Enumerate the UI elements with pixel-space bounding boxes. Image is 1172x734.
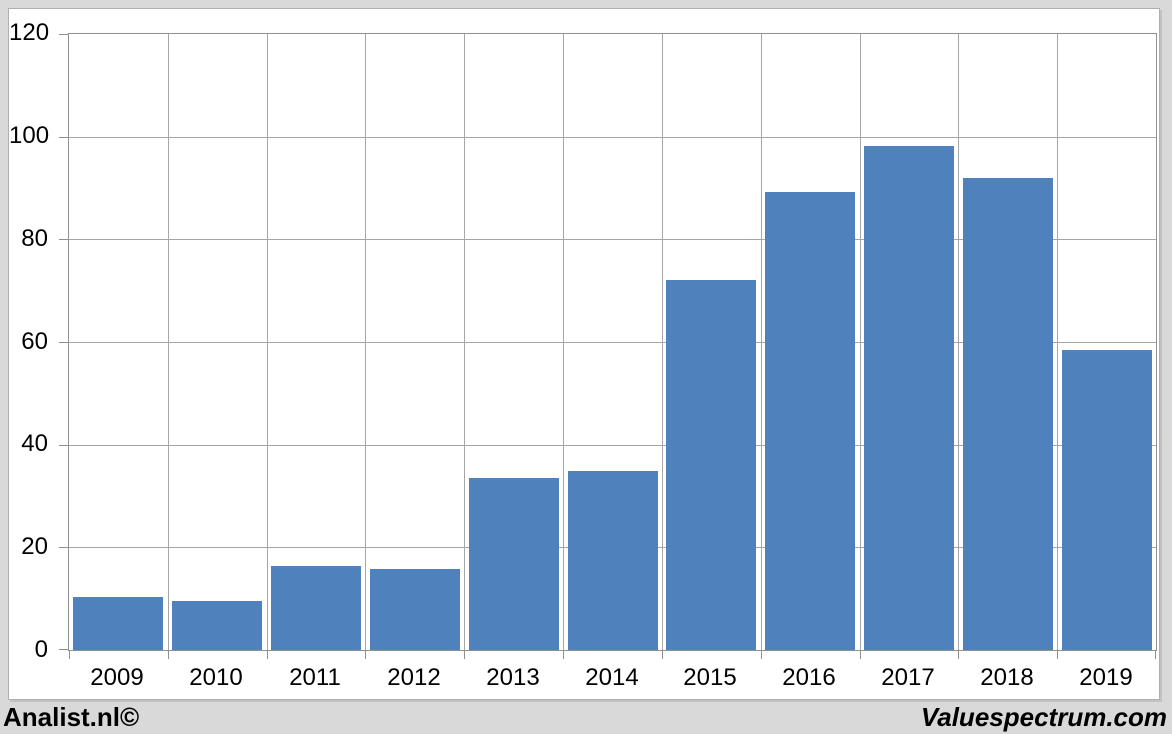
y-tick-20 — [59, 547, 68, 548]
x-tick-label-2009: 2009 — [90, 664, 144, 691]
y-axis-labels: 0 20 40 60 80 100 120 — [9, 21, 58, 662]
bar-2017 — [864, 146, 954, 650]
x-tick-1 — [168, 651, 169, 659]
x-tick-label-2010: 2010 — [189, 664, 243, 691]
x-tick-label-2012: 2012 — [387, 664, 441, 691]
y-tick-label-120: 120 — [9, 19, 50, 46]
v-gridline-6 — [662, 34, 663, 650]
analist-credit: Analist.nl© — [3, 702, 140, 732]
x-tick-2 — [267, 651, 268, 659]
bar-2013 — [469, 478, 559, 650]
v-gridline-9 — [958, 34, 959, 650]
v-gridline-5 — [563, 34, 564, 650]
bar-2011 — [271, 566, 361, 650]
bar-2010 — [172, 601, 262, 650]
x-tick-label-2018: 2018 — [980, 664, 1034, 691]
bar-2018 — [963, 178, 1053, 650]
v-gridline-2 — [267, 34, 268, 650]
x-tick-label-2011: 2011 — [289, 664, 341, 691]
y-tick-0 — [59, 649, 68, 650]
h-gridline-80 — [69, 239, 1156, 240]
x-tick-5 — [563, 651, 564, 659]
x-tick-4 — [464, 651, 465, 659]
y-tick-label-80: 80 — [21, 225, 48, 252]
x-tick-7 — [761, 651, 762, 659]
x-tick-6 — [662, 651, 663, 659]
h-gridline-60 — [69, 342, 1156, 343]
bar-2014 — [568, 471, 658, 650]
valuespectrum-credit: Valuespectrum.com — [920, 702, 1167, 732]
y-tick-label-60: 60 — [21, 328, 48, 355]
v-gridline-7 — [761, 34, 762, 650]
y-tick-120 — [59, 34, 68, 35]
footer: Analist.nl© Valuespectrum.com — [0, 700, 1172, 734]
y-tick-60 — [59, 342, 68, 343]
x-tick-10 — [1057, 651, 1058, 659]
y-tick-100 — [59, 137, 68, 138]
x-tick-label-2019: 2019 — [1079, 664, 1133, 691]
y-tick-label-20: 20 — [21, 533, 48, 560]
x-axis-labels: 2009 2010 2011 2012 2013 2014 2015 2016 2017 2018… — [68, 665, 1157, 693]
x-tick-label-2017: 2017 — [881, 664, 935, 691]
bar-2015 — [666, 280, 756, 650]
x-tick-3 — [365, 651, 366, 659]
bar-2019 — [1062, 350, 1152, 650]
v-gridline-3 — [365, 34, 366, 650]
x-tick-label-2014: 2014 — [585, 664, 639, 691]
y-tick-80 — [59, 239, 68, 240]
v-gridline-4 — [464, 34, 465, 650]
plot-area — [59, 33, 1157, 659]
y-tick-40 — [59, 445, 68, 446]
bar-2016 — [765, 192, 855, 650]
x-tick-9 — [958, 651, 959, 659]
x-tick-label-2013: 2013 — [486, 664, 540, 691]
x-tick-11 — [1155, 651, 1156, 659]
bar-2009 — [73, 597, 163, 650]
x-tick-8 — [860, 651, 861, 659]
y-tick-label-100: 100 — [9, 122, 50, 149]
chart-panel: 0 20 40 60 80 100 120 2009 2010 2011 2012 2013 2014… — [8, 8, 1160, 700]
x-tick-label-2016: 2016 — [782, 664, 836, 691]
y-tick-label-40: 40 — [21, 430, 48, 457]
h-gridline-100 — [69, 137, 1156, 138]
y-tick-label-0: 0 — [34, 636, 48, 663]
x-tick-label-2015: 2015 — [683, 664, 737, 691]
bar-2012 — [370, 569, 460, 650]
v-gridline-8 — [860, 34, 861, 650]
v-gridline-1 — [168, 34, 169, 650]
x-tick-0 — [69, 651, 70, 659]
v-gridline-10 — [1057, 34, 1058, 650]
h-gridline-40 — [69, 445, 1156, 446]
